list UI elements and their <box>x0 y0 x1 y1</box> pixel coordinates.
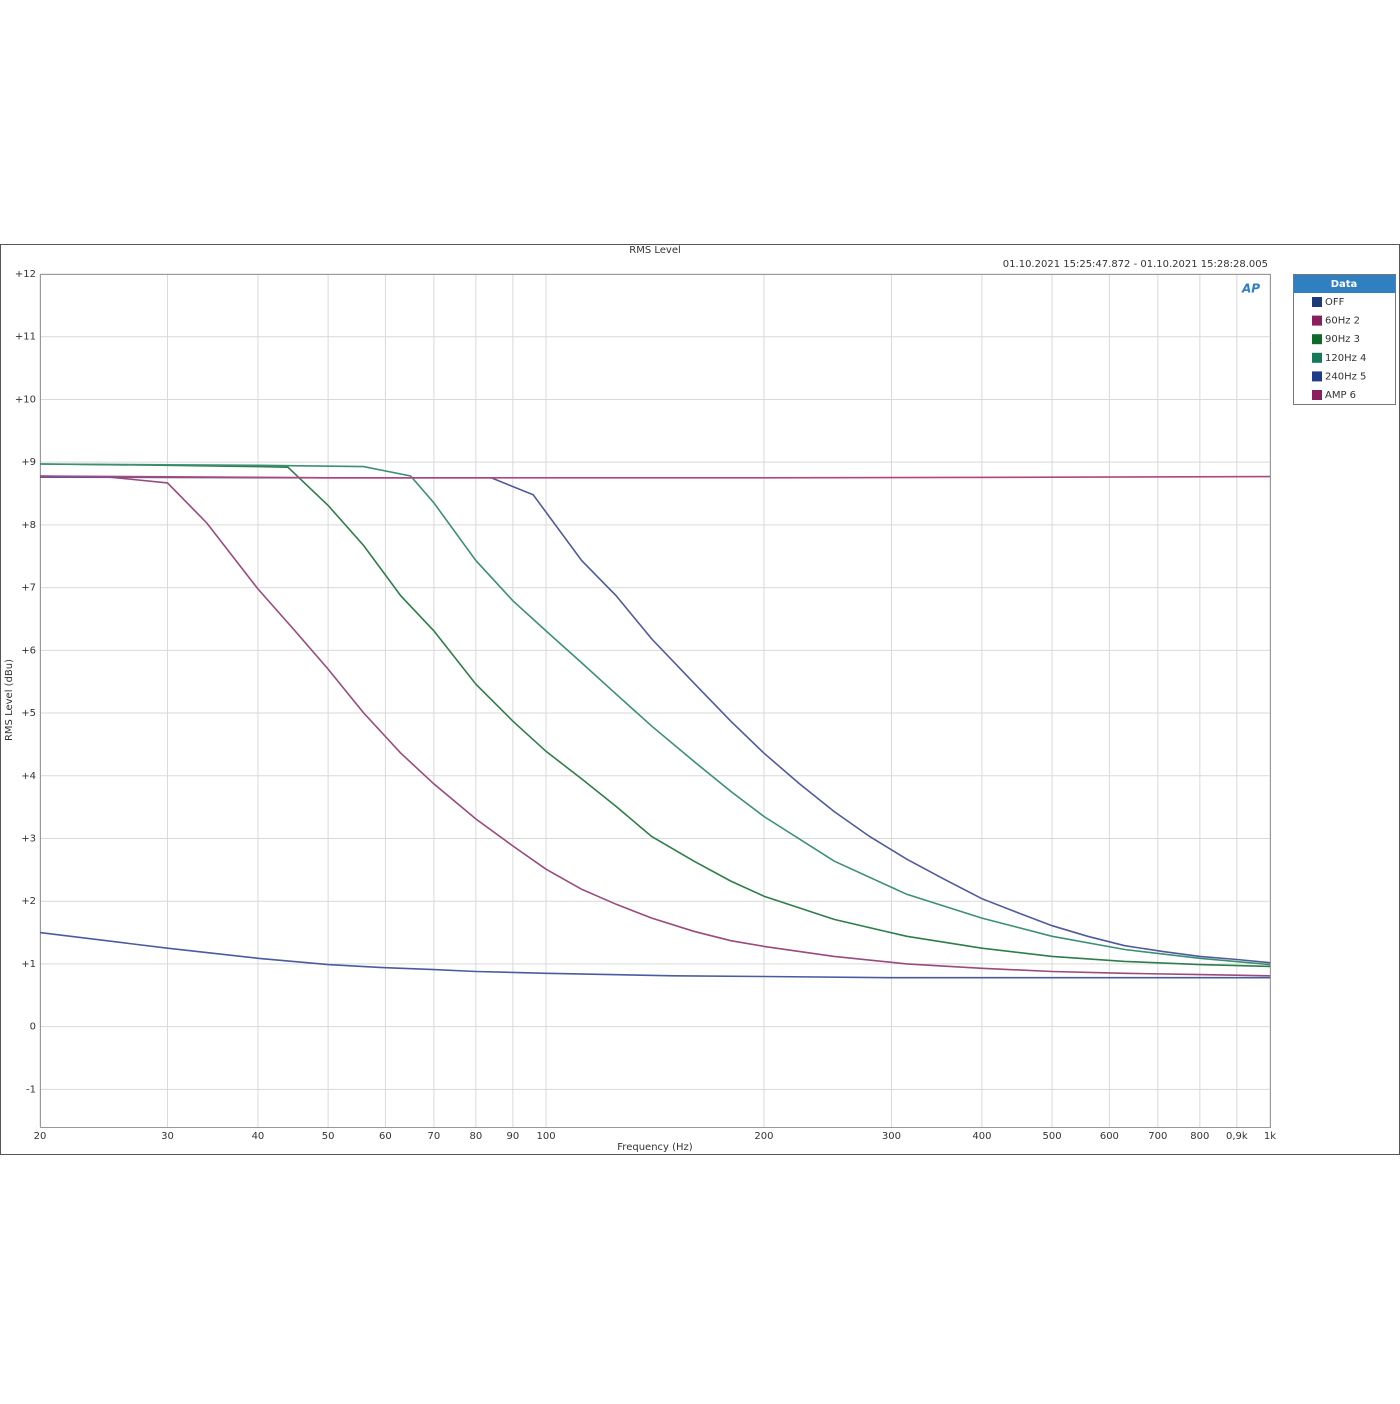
x-tick-label: 70 <box>428 1131 441 1142</box>
lines <box>39 463 1271 979</box>
x-tick-label: 200 <box>754 1131 773 1142</box>
y-axis-label: RMS Level (dBu) <box>4 659 15 741</box>
series-line <box>39 463 1271 968</box>
x-tick-label: 700 <box>1148 1131 1167 1142</box>
y-tick-label: -1 <box>26 1084 36 1095</box>
y-tick-label: +10 <box>15 394 36 405</box>
legend-label: OFF <box>1325 297 1345 308</box>
series-line <box>39 475 1271 479</box>
y-tick-label: +3 <box>21 833 36 844</box>
chart-frame <box>0 244 1400 1155</box>
series-line <box>39 463 1271 966</box>
x-tick-label: 80 <box>470 1131 483 1142</box>
legend-swatch <box>1312 297 1322 307</box>
legend-swatch <box>1312 371 1322 382</box>
x-tick-label: 30 <box>161 1131 174 1142</box>
grid <box>39 273 1271 1127</box>
chart-title: RMS Level <box>629 245 681 256</box>
x-tick-label: 90 <box>507 1131 520 1142</box>
x-axis-label: Frequency (Hz) <box>617 1142 693 1153</box>
series-line <box>39 475 1271 977</box>
x-tick-label: 300 <box>882 1131 901 1142</box>
legend-swatch <box>1312 334 1322 345</box>
plot-frame <box>40 274 1271 1128</box>
x-tick-label: 1k <box>1264 1131 1276 1142</box>
logo: AP <box>1241 282 1260 296</box>
y-tick-label: +5 <box>21 708 36 719</box>
y-tick-label: +8 <box>21 520 36 531</box>
legend-label: 90Hz 3 <box>1325 334 1360 345</box>
y-tick-label: 0 <box>30 1022 36 1033</box>
series-line <box>39 931 1270 979</box>
chart-subtitle: 01.10.2021 15:25:47.872 - 01.10.2021 15:… <box>1003 259 1268 270</box>
y-tick-label: +6 <box>21 645 36 656</box>
legend-swatch <box>1312 352 1322 363</box>
y-tick-label: +9 <box>21 457 36 468</box>
y-tick-label: +2 <box>21 896 36 907</box>
x-tick-label: 100 <box>536 1131 555 1142</box>
y-tick-label: +11 <box>15 332 36 343</box>
x-tick-label: 0,9k <box>1226 1131 1248 1142</box>
x-tick-label: 20 <box>34 1131 47 1142</box>
x-tick-label: 800 <box>1190 1131 1209 1142</box>
y-tick-label: +1 <box>21 959 36 970</box>
legend-title: Data <box>1331 279 1358 290</box>
legend-label: 240Hz 5 <box>1325 371 1366 382</box>
x-tick-label: 500 <box>1043 1131 1062 1142</box>
x-tick-label: 40 <box>252 1131 265 1142</box>
legend-header <box>1294 275 1395 293</box>
x-tick-label: 50 <box>322 1131 335 1142</box>
legend-label: AMP 6 <box>1325 390 1356 401</box>
y-tick-label: +12 <box>15 269 36 280</box>
legend-box <box>1293 274 1396 405</box>
y-tick-label: +4 <box>21 771 36 782</box>
y-tick-label: +7 <box>21 583 36 594</box>
legend-swatch <box>1312 315 1322 326</box>
x-tick-label: 60 <box>379 1131 392 1142</box>
legend-label: 120Hz 4 <box>1325 353 1366 364</box>
legend-swatch <box>1312 390 1322 400</box>
legend: Data OFF 60Hz 2 90Hz 3 120Hz 4 240Hz 5 AMP 6 <box>1293 274 1396 405</box>
series-line <box>39 476 1271 964</box>
x-tick-label: 400 <box>972 1131 991 1142</box>
legend-label: 60Hz 2 <box>1325 316 1360 327</box>
x-tick-label: 600 <box>1100 1131 1119 1142</box>
